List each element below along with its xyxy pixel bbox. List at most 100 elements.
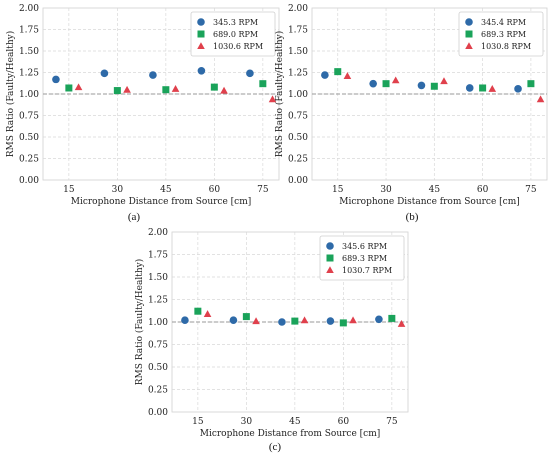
y-tick-label: 1.75 (148, 251, 168, 261)
x-tick-label: 45 (429, 185, 441, 195)
y-tick-label: 1.25 (288, 69, 308, 79)
data-point-square (65, 84, 73, 92)
legend-marker-circle (326, 242, 334, 250)
panel-label: (a) (128, 211, 141, 223)
data-point-square (291, 317, 299, 325)
data-point-circle (369, 79, 377, 88)
data-point-circle (149, 71, 157, 79)
y-tick-label: 0.50 (19, 133, 39, 143)
x-tick-label: 75 (386, 417, 398, 427)
x-tick-label: 60 (477, 185, 489, 195)
legend-box (190, 11, 276, 57)
y-tick-label: 0.25 (288, 155, 308, 165)
data-point-triangle (123, 85, 131, 93)
y-axis-label: RMS Ratio (Faulty/Healthy) (274, 31, 285, 158)
data-point-triangle (74, 83, 83, 91)
data-point-circle (417, 81, 426, 90)
x-tick-label: 45 (160, 185, 172, 195)
legend-entry-label: 345.6 RPM (342, 242, 387, 251)
data-point-square (334, 68, 342, 76)
x-axis-label: Microphone Distance from Source [cm] (71, 197, 252, 207)
data-point-circle (100, 69, 109, 78)
y-tick-label: 1.00 (19, 90, 39, 100)
data-point-circle (321, 71, 329, 79)
data-point-circle (278, 318, 286, 326)
legend-entry-label: 689.3 RPM (481, 30, 526, 39)
y-axis-label: RMS Ratio (Faulty/Healthy) (134, 259, 145, 386)
x-tick-label: 60 (338, 417, 350, 427)
data-point-circle (197, 66, 206, 75)
data-point-triangle (343, 72, 352, 79)
data-point-triangle (252, 317, 260, 325)
data-point-triangle (203, 310, 212, 317)
x-tick-label: 75 (257, 185, 269, 195)
x-tick-label: 30 (112, 185, 124, 195)
y-tick-label: 0.00 (288, 176, 308, 186)
y-tick-label: 1.00 (148, 318, 168, 328)
x-axis-label: Microphone Distance from Source [cm] (200, 429, 381, 439)
x-axis-label: Microphone Distance from Source [cm] (339, 197, 520, 207)
legend-marker-circle (465, 18, 473, 26)
y-tick-label: 0.25 (148, 386, 168, 396)
data-point-circle (465, 84, 474, 92)
legend-box (319, 235, 405, 281)
data-point-circle (514, 85, 522, 93)
data-point-square (527, 80, 535, 88)
data-point-square (259, 80, 267, 88)
x-tick-label: 45 (289, 417, 301, 427)
y-tick-label: 0.75 (148, 341, 168, 351)
data-point-circle (326, 317, 335, 325)
legend-marker-triangle (197, 42, 205, 50)
y-tick-label: 1.75 (19, 26, 39, 36)
y-tick-label: 1.50 (19, 47, 39, 57)
x-tick-label: 30 (380, 185, 392, 195)
x-tick-label: 15 (192, 417, 204, 427)
panel-label: (b) (406, 211, 419, 223)
data-point-triangle (536, 95, 545, 103)
legend-marker-triangle (465, 42, 473, 50)
y-tick-label: 2.00 (148, 228, 168, 238)
y-tick-label: 1.75 (288, 26, 308, 36)
y-tick-label: 0.00 (148, 408, 168, 418)
chart-panel-3: 0.00 0.25 0.50 0.75 1.00 1.25 1.50 1.75 2.00 15 30… (134, 228, 409, 453)
x-tick-label: 30 (241, 417, 253, 427)
data-point-square (113, 87, 121, 95)
y-tick-label: 1.25 (148, 296, 168, 306)
y-tick-label: 2.00 (288, 4, 308, 14)
x-tick-label: 75 (525, 185, 537, 195)
y-tick-label: 1.50 (148, 273, 168, 283)
data-point-square (479, 84, 487, 92)
y-tick-label: 0.75 (288, 112, 308, 122)
data-point-circle (375, 315, 383, 324)
legend-entry-label: 1030.7 RPM (342, 266, 392, 275)
legend-marker-square (326, 254, 334, 262)
legend-entry-label: 689.3 RPM (342, 254, 387, 263)
data-point-triangle (349, 316, 357, 324)
legend-marker-square (465, 30, 473, 38)
legend-entry-label: 1030.8 RPM (481, 42, 531, 51)
y-tick-label: 0.75 (19, 112, 39, 122)
data-point-triangle (268, 95, 277, 103)
data-point-triangle (397, 320, 406, 327)
data-point-circle (229, 316, 238, 325)
data-point-square (242, 313, 250, 321)
panel-label: (c) (269, 441, 282, 453)
legend-entry-label: 345.3 RPM (213, 18, 258, 27)
data-point-square (210, 83, 218, 91)
data-point-square (194, 307, 202, 315)
y-tick-label: 0.50 (148, 363, 168, 373)
data-point-square (430, 82, 438, 90)
x-tick-label: 15 (63, 185, 75, 195)
data-point-triangle (488, 85, 497, 92)
y-tick-label: 1.25 (19, 69, 39, 79)
x-tick-label: 60 (209, 185, 221, 195)
data-point-triangle (220, 86, 228, 94)
data-point-square (162, 86, 170, 94)
legend-marker-square (197, 30, 205, 38)
data-point-square (388, 314, 396, 322)
y-tick-label: 2.00 (19, 4, 39, 14)
y-tick-label: 1.50 (288, 47, 308, 57)
legend-marker-circle (197, 18, 205, 26)
chart-panel-2: 0.00 0.25 0.50 0.75 1.00 1.25 1.50 1.75 2.00 15 30… (274, 4, 548, 223)
